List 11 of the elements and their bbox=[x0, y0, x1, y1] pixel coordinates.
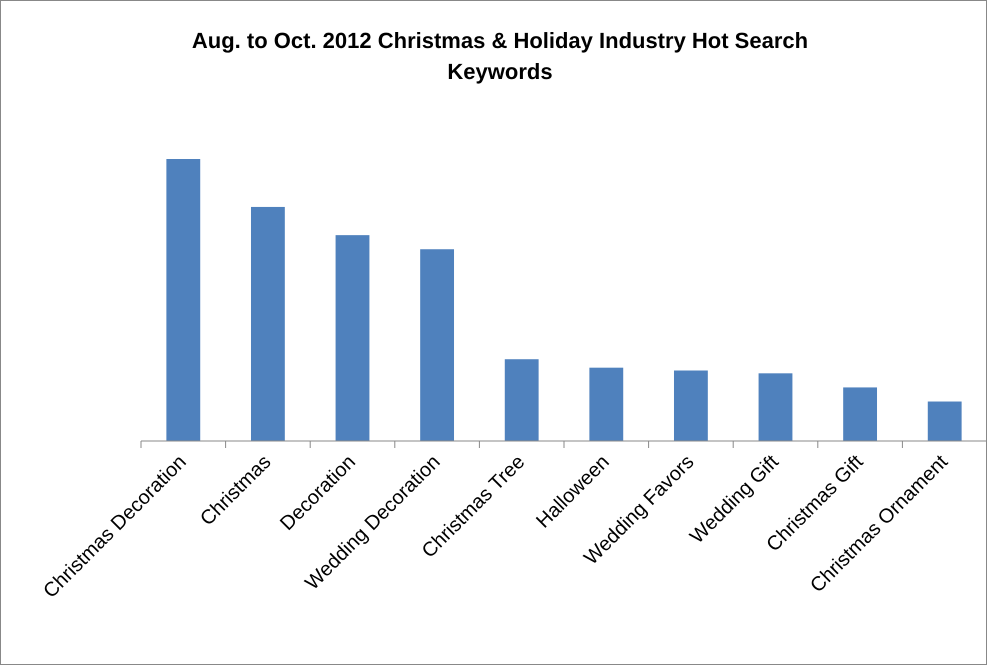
bar bbox=[843, 387, 878, 441]
bar bbox=[166, 159, 200, 441]
chart-title: Aug. to Oct. 2012 Christmas & Holiday Industry Hot Search Keywords bbox=[192, 28, 808, 84]
bar bbox=[674, 370, 708, 441]
bar bbox=[928, 402, 962, 441]
bar bbox=[336, 235, 370, 441]
bar bbox=[250, 206, 285, 441]
bar bbox=[420, 249, 454, 441]
bar bbox=[589, 368, 624, 441]
bar bbox=[758, 373, 792, 441]
bar bbox=[504, 359, 539, 441]
